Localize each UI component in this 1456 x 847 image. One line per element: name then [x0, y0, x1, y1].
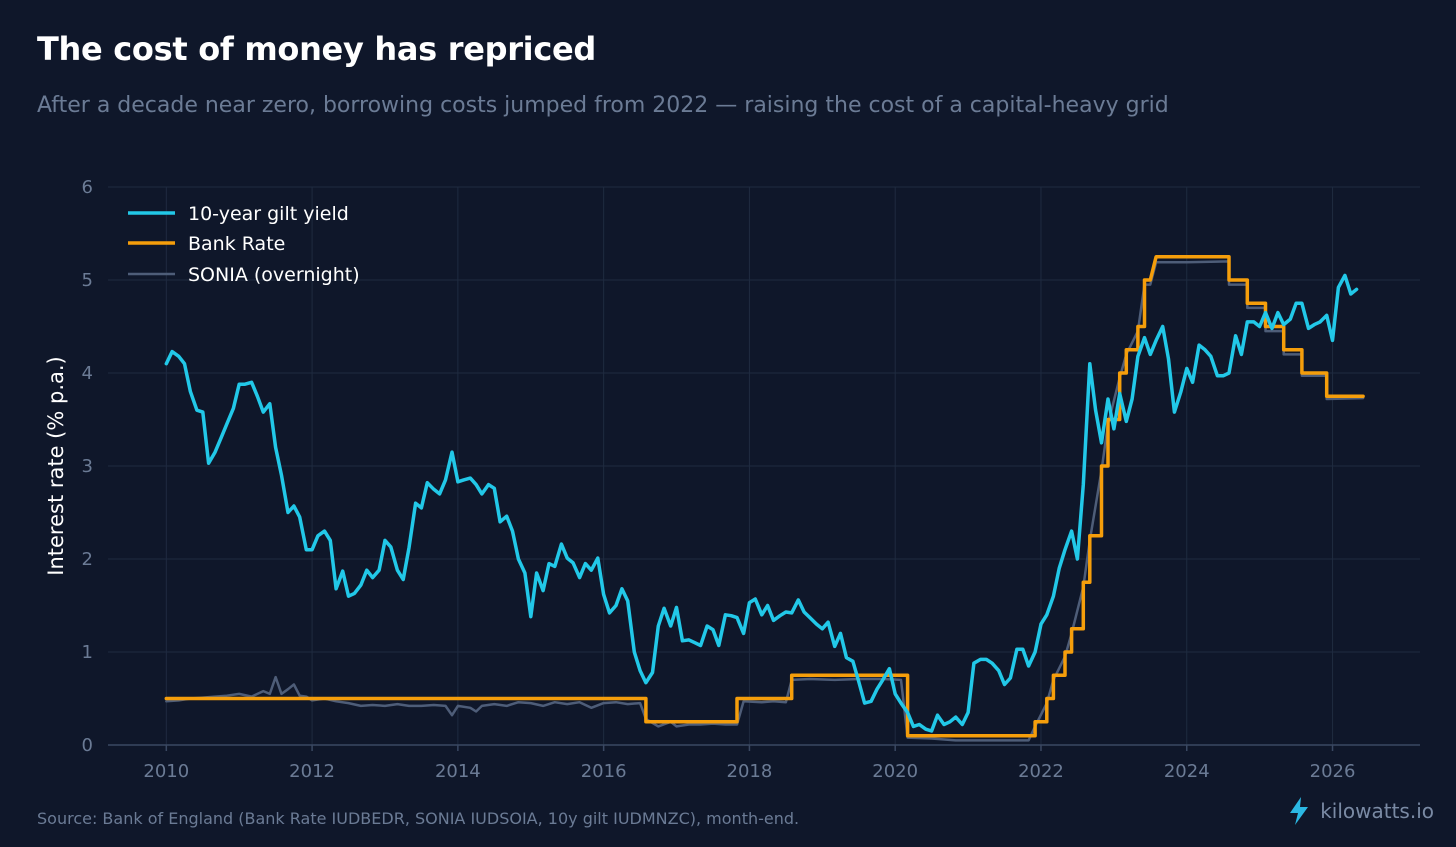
grid-lines: [108, 186, 1420, 745]
y-tick-label: 2: [82, 549, 93, 570]
chart-title: The cost of money has repriced: [37, 30, 597, 68]
x-tick-label: 2010: [143, 761, 189, 782]
x-tick-label: 2012: [289, 761, 335, 782]
y-axis-label: Interest rate (% p.a.): [44, 356, 68, 576]
series-line-bank: [164, 255, 1365, 738]
y-axis-ticks: 0 1 2 3 4 5 6: [82, 177, 93, 756]
x-tick-label: 2016: [581, 761, 627, 782]
x-tick-label: 2020: [872, 761, 918, 782]
y-tick-label: 6: [82, 177, 93, 198]
y-tick-label: 1: [82, 642, 93, 663]
y-tick-label: 5: [82, 270, 93, 291]
series-line-sonia: [165, 260, 1365, 742]
y-tick-label: 4: [82, 363, 93, 384]
y-tick-label: 0: [82, 735, 93, 756]
chart-subtitle: After a decade near zero, borrowing cost…: [37, 93, 1169, 118]
series-group: [164, 255, 1365, 742]
source-note: Source: Bank of England (Bank Rate IUDBE…: [37, 809, 800, 828]
x-tick-label: 2026: [1310, 761, 1356, 782]
series-line-gilt: [164, 273, 1359, 733]
legend-label-gilt: 10-year gilt yield: [188, 203, 349, 225]
legend-label-bank: Bank Rate: [188, 233, 285, 255]
brand-logo[interactable]: kilowatts.io: [1288, 797, 1434, 825]
y-tick-label: 3: [82, 456, 93, 477]
x-tick-label: 2024: [1164, 761, 1210, 782]
legend: 10-year gilt yield Bank Rate SONIA (over…: [128, 203, 360, 286]
lightning-bolt-icon: [1290, 797, 1309, 825]
brand-name: kilowatts.io: [1320, 799, 1434, 823]
x-axis-ticks: 2010 2012 2014 2016 2018 2020 2022 2024 2026: [143, 745, 1355, 782]
x-tick-label: 2022: [1018, 761, 1064, 782]
legend-label-sonia: SONIA (overnight): [188, 264, 360, 286]
x-tick-label: 2014: [435, 761, 481, 782]
x-tick-label: 2018: [727, 761, 773, 782]
